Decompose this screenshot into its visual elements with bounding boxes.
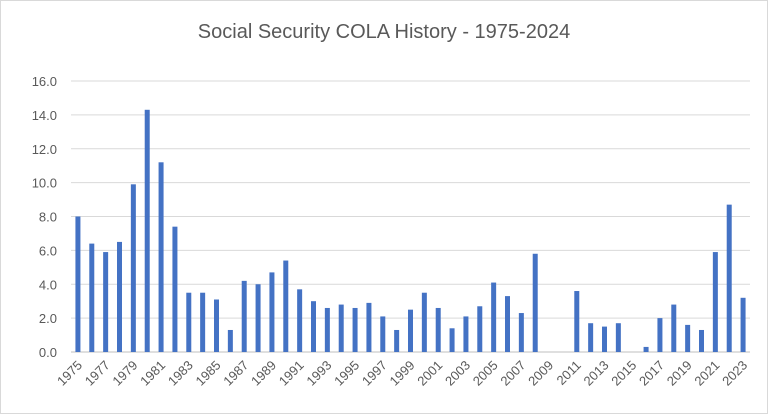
bar-1983 (186, 292, 192, 352)
bar-1988 (255, 284, 261, 352)
bar-2013 (602, 326, 607, 352)
y-axis: 0.0 2.0 4.0 6.0 8.0 10.0 12.0 14.0 16.0 (32, 74, 57, 360)
bar-1987 (241, 280, 247, 352)
bar-2020 (699, 329, 704, 352)
bar-2001 (435, 307, 441, 352)
bar-1999 (408, 309, 413, 352)
x-axis: 1975197719791981198319851987198919911993… (54, 358, 750, 389)
bar-2023 (740, 297, 746, 352)
bar-1975 (75, 216, 81, 352)
bar-1996 (366, 302, 372, 352)
bar-2016 (643, 346, 649, 352)
bar-2018 (671, 304, 677, 352)
x-tick-label: 2011 (554, 358, 584, 388)
y-tick-label: 2.0 (39, 311, 57, 326)
y-tick-label: 0.0 (39, 345, 57, 360)
bar-2017 (657, 318, 663, 352)
x-tick-label: 1977 (82, 358, 113, 389)
bar-2021 (712, 252, 718, 352)
bar-1977 (103, 252, 109, 352)
y-tick-label: 16.0 (32, 74, 57, 89)
x-tick-label: 1987 (220, 358, 251, 389)
bar-2005 (491, 282, 497, 352)
y-tick-label: 8.0 (39, 210, 57, 225)
x-tick-label: 2007 (497, 358, 528, 389)
y-tick-label: 4.0 (39, 277, 57, 292)
bar-1989 (269, 272, 275, 352)
x-tick-label: 2019 (664, 358, 695, 389)
x-tick-label: 1981 (137, 358, 168, 389)
bar-1986 (227, 329, 233, 352)
x-tick-label: 2009 (525, 358, 556, 389)
x-tick-label: 1991 (276, 358, 307, 389)
x-tick-label: 1979 (109, 358, 140, 389)
bar-1992 (311, 301, 316, 352)
x-tick-label: 1989 (248, 358, 279, 389)
x-tick-label: 2023 (719, 358, 750, 389)
bar-1993 (324, 307, 330, 352)
x-tick-label: 1999 (387, 358, 418, 389)
x-tick-label: 2013 (581, 358, 612, 389)
bar-1976 (89, 243, 95, 352)
bar-2008 (532, 253, 538, 352)
x-tick-label: 1985 (193, 358, 224, 389)
x-tick-label: 1983 (165, 358, 196, 389)
x-tick-label: 1995 (331, 358, 362, 389)
bar-1980 (144, 109, 150, 352)
bar-2007 (518, 313, 524, 352)
y-tick-label: 12.0 (32, 142, 57, 157)
bar-1982 (172, 226, 178, 352)
y-tick-label: 14.0 (32, 108, 57, 123)
bar-2019 (685, 324, 691, 352)
y-tick-label: 10.0 (32, 176, 57, 191)
bar-2022 (726, 204, 732, 352)
x-tick-label: 1975 (54, 358, 85, 389)
gridlines (71, 80, 750, 353)
bar-2012 (588, 323, 594, 352)
bar-1990 (283, 260, 289, 352)
bar-2003 (463, 316, 469, 352)
bar-1997 (380, 316, 386, 352)
x-tick-label: 2021 (691, 358, 722, 389)
x-tick-label: 2001 (414, 358, 445, 389)
bar-2000 (421, 292, 427, 352)
bar-1985 (214, 299, 219, 352)
bars (75, 109, 746, 352)
bar-1984 (200, 292, 206, 352)
bar-2011 (574, 291, 580, 352)
x-tick-label: 1993 (303, 358, 334, 389)
bar-2002 (449, 328, 455, 352)
bar-1979 (130, 184, 136, 352)
bar-1998 (394, 329, 400, 352)
chart-title: Social Security COLA History - 1975-2024 (198, 21, 570, 43)
x-tick-label: 2005 (470, 358, 501, 389)
bar-1995 (352, 307, 358, 352)
bar-2014 (615, 323, 621, 352)
bar-1991 (297, 289, 303, 352)
bar-1994 (338, 304, 344, 352)
bar-1978 (117, 241, 122, 352)
bar-2006 (505, 296, 510, 352)
x-tick-label: 1997 (359, 358, 390, 389)
bar-2004 (477, 306, 483, 352)
x-tick-label: 2015 (608, 358, 639, 389)
y-tick-label: 6.0 (39, 243, 57, 258)
bar-1981 (158, 162, 164, 352)
x-tick-label: 2017 (636, 358, 667, 389)
x-tick-label: 2003 (442, 358, 473, 389)
